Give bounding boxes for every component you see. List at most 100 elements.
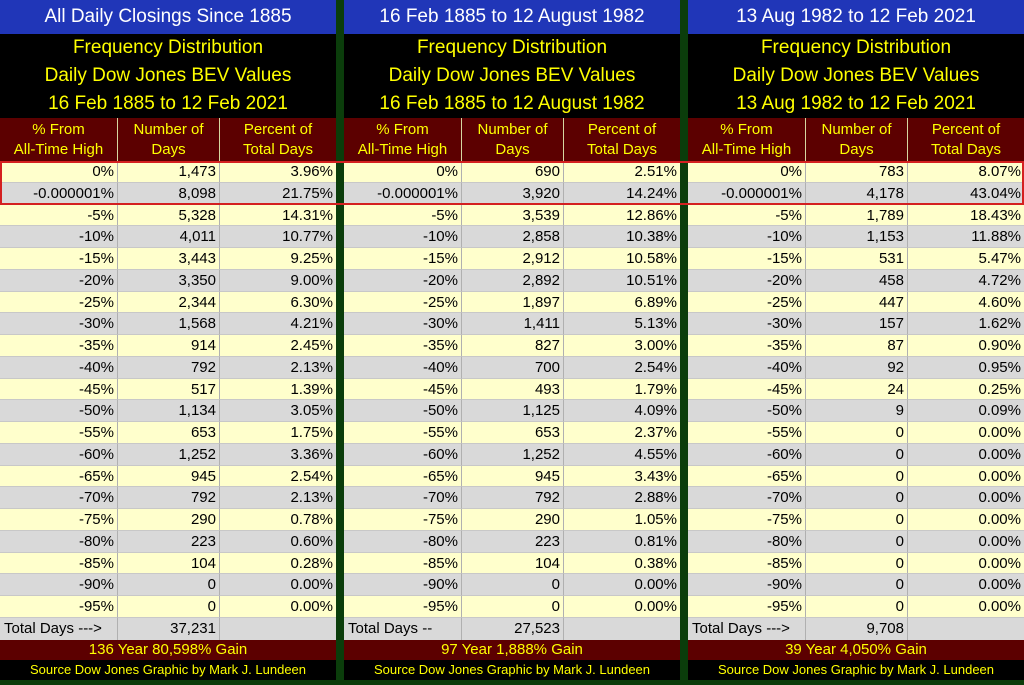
total-value: 27,523 <box>462 617 564 640</box>
total-empty-cell <box>564 618 680 640</box>
table-cell: 3.00% <box>564 335 680 357</box>
table-row: -50% 1,125 4.09% <box>344 400 680 422</box>
table-cell: 2.13% <box>220 357 336 379</box>
table-row: -95% 0 0.00% <box>688 596 1024 618</box>
table-cell: 24 <box>806 378 908 401</box>
table-cell: 4.09% <box>564 400 680 422</box>
table-cell: 87 <box>806 335 908 357</box>
table-cell: 223 <box>118 530 220 553</box>
table-cell: -30% <box>344 313 462 335</box>
table-row: -50% 9 0.09% <box>688 400 1024 422</box>
table-cell: 2.54% <box>564 357 680 379</box>
table-cell: -45% <box>688 378 806 401</box>
table-cell: 700 <box>462 356 564 379</box>
table-row: -50% 1,134 3.05% <box>0 400 336 422</box>
table-cell: -85% <box>688 552 806 575</box>
table-row: -35% 87 0.90% <box>688 335 1024 357</box>
table-row: -5% 3,539 12.86% <box>344 204 680 227</box>
title-line: Daily Dow Jones BEV Values <box>44 65 292 86</box>
table-cell: 0.38% <box>564 553 680 575</box>
table-row: -10% 2,858 10.38% <box>344 226 680 248</box>
table-row: -0.000001% 4,178 43.04% <box>688 182 1024 205</box>
table-cell: 3,350 <box>118 269 220 292</box>
table-cell: 290 <box>462 509 564 531</box>
table-row: -70% 792 2.13% <box>0 487 336 509</box>
table-cell: 2.88% <box>564 487 680 509</box>
table-cell: 0.00% <box>220 574 336 596</box>
table-cell: -45% <box>0 378 118 401</box>
table-cell: 0% <box>688 161 806 183</box>
table-cell: -55% <box>688 422 806 444</box>
table-cell: -65% <box>344 465 462 488</box>
table-cell: 223 <box>462 530 564 553</box>
table-cell: -5% <box>0 204 118 227</box>
table-cell: 10.77% <box>220 226 336 248</box>
table-cell: 1,568 <box>118 313 220 335</box>
column-header-row: % From All-Time High Number of Days Percent … <box>688 118 1024 161</box>
table-row: -20% 2,892 10.51% <box>344 269 680 292</box>
table-cell: -80% <box>688 530 806 553</box>
gain-banner: 97 Year 1,888% Gain <box>344 639 680 660</box>
total-row: Total Days ---> 37,231 <box>0 617 336 640</box>
table-cell: -95% <box>344 596 462 618</box>
table-cell: 3,539 <box>462 204 564 227</box>
column-header: % From All-Time High <box>344 118 462 161</box>
table-cell: 11.88% <box>908 226 1024 248</box>
table-cell: 43.04% <box>908 183 1024 205</box>
table-row: -25% 447 4.60% <box>688 291 1024 314</box>
table-cell: -25% <box>0 291 118 314</box>
column-header: Percent of Total Days <box>586 120 658 158</box>
title-line: Frequency Distribution <box>416 37 608 58</box>
table-row: -45% 24 0.25% <box>688 378 1024 401</box>
table-cell: -90% <box>344 574 462 596</box>
table-cell: 0.00% <box>908 422 1024 444</box>
table-cell: 14.31% <box>220 205 336 227</box>
title-line: 16 Feb 1885 to 12 Feb 2021 <box>48 93 288 114</box>
table-cell: 2,912 <box>462 248 564 270</box>
table-cell: 0.81% <box>564 531 680 553</box>
table-cell: 0 <box>118 574 220 596</box>
table-cell: -25% <box>688 291 806 314</box>
table-row: -15% 531 5.47% <box>688 248 1024 270</box>
table-row: -90% 0 0.00% <box>344 574 680 596</box>
table-cell: -90% <box>688 574 806 596</box>
table-row: -25% 1,897 6.89% <box>344 291 680 314</box>
table-cell: -5% <box>688 204 806 227</box>
table-cell: 792 <box>462 487 564 509</box>
table-cell: 14.24% <box>564 183 680 205</box>
table-cell: 8,098 <box>118 182 220 205</box>
table-cell: 5.13% <box>564 313 680 335</box>
table-cell: 945 <box>118 465 220 488</box>
table-cell: -45% <box>344 378 462 401</box>
table-cell: 0.00% <box>564 596 680 618</box>
table-cell: 1,473 <box>118 161 220 183</box>
table-cell: 0.00% <box>908 553 1024 575</box>
total-value: 37,231 <box>118 617 220 640</box>
table-row: -0.000001% 8,098 21.75% <box>0 182 336 205</box>
source-credit: Source Dow Jones Graphic by Mark J. Lund… <box>688 659 1024 680</box>
table-cell: 5,328 <box>118 204 220 227</box>
table-cell: 0 <box>462 596 564 618</box>
table-row: -10% 1,153 11.88% <box>688 226 1024 248</box>
table-row: -85% 104 0.28% <box>0 552 336 575</box>
table-cell: 0.28% <box>220 553 336 575</box>
table-cell: 653 <box>118 422 220 444</box>
column-header: Number of Days <box>118 118 220 161</box>
table-cell: 0.60% <box>220 531 336 553</box>
table-cell: 2.54% <box>220 466 336 488</box>
table-cell: 0 <box>806 509 908 531</box>
table-row: -65% 0 0.00% <box>688 465 1024 488</box>
table-cell: 0.09% <box>908 400 1024 422</box>
table-cell: -85% <box>344 552 462 575</box>
table-cell: 0 <box>806 487 908 509</box>
panel-title: Frequency Distribution Daily Dow Jones BE… <box>0 34 336 118</box>
table-panel-2: 16 Feb 1885 to 12 August 1982 Frequency D… <box>344 0 680 685</box>
table-cell: 3.05% <box>220 400 336 422</box>
table-cell: -60% <box>344 443 462 466</box>
table-cell: -65% <box>0 465 118 488</box>
table-panel-1: All Daily Closings Since 1885 Frequency D… <box>0 0 336 685</box>
column-header: % From All-Time High <box>688 118 806 161</box>
table-cell: -85% <box>0 552 118 575</box>
table-cell: 2,344 <box>118 291 220 314</box>
table-row: -55% 0 0.00% <box>688 422 1024 444</box>
